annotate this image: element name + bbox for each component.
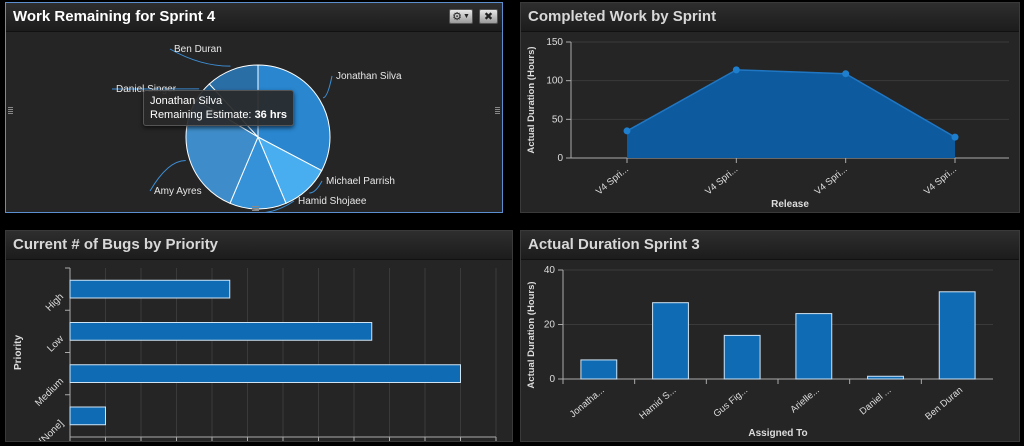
bar <box>69 364 461 383</box>
pie-connector <box>169 48 231 67</box>
panel-header[interactable]: Actual Duration Sprint 3 <box>521 231 1019 260</box>
resize-handle-right[interactable] <box>495 107 500 114</box>
panel-title: Actual Duration Sprint 3 <box>528 236 700 253</box>
bugs-panel[interactable]: Current # of Bugs by Priority 0246810121… <box>5 230 513 442</box>
bar <box>867 375 904 380</box>
y-tick-label: [None] <box>38 418 67 442</box>
area-chart-area: 0 50 100 150 V4 Spri... V4 Spri... V4 Spri... V… <box>521 32 1019 212</box>
pie-connector <box>322 75 333 99</box>
hbar-chart-area: 024681012141618202224HighLowMedium[None]… <box>6 260 512 441</box>
panel-header[interactable]: Current # of Bugs by Priority <box>6 231 512 260</box>
tooltip-name: Jonathan Silva <box>150 95 223 107</box>
y-tick-label: Low <box>45 333 66 354</box>
pie-connector <box>309 180 323 194</box>
bar <box>69 322 373 341</box>
x-tick-label: V4 Spri... <box>922 164 959 198</box>
pie-chart-area: Jonathan Silva Michael Parrish Hamid Shoja… <box>6 32 502 212</box>
panel-header[interactable]: Completed Work by Sprint <box>521 3 1019 32</box>
completed-work-panel[interactable]: Completed Work by Sprint 0 50 100 150 V4 Spr… <box>520 2 1020 213</box>
settings-button[interactable]: ⚙ ▼ <box>449 9 473 24</box>
x-tick-label: Ben Duran <box>923 385 965 423</box>
y-tick-label: 100 <box>546 76 563 87</box>
x-axis-label: Release <box>771 199 809 210</box>
area-fill <box>627 69 955 158</box>
pie-tooltip: Jonathan Silva Remaining Estimate: 36 hr… <box>143 90 294 126</box>
y-tick-label: 150 <box>546 37 563 48</box>
x-tick-label: V4 Spri... <box>594 164 631 198</box>
x-tick-label: Jonatha... <box>568 385 607 420</box>
panel-header[interactable]: Work Remaining for Sprint 4 ⚙ ▼ ✖ <box>6 3 502 32</box>
pie-connector <box>149 159 186 192</box>
y-axis-label: Priority <box>13 335 24 370</box>
resize-handle-bottom[interactable] <box>252 206 259 211</box>
tooltip-label: Remaining Estimate: <box>150 109 252 121</box>
y-tick-label: 20 <box>544 320 556 331</box>
pie-label: Amy Ayres <box>154 186 202 197</box>
data-point <box>951 133 959 141</box>
x-tick-label: V4 Spri... <box>813 164 850 198</box>
pie-label: Hamid Shojaee <box>298 196 367 207</box>
pie-label: Ben Duran <box>174 44 222 55</box>
pie-label: Michael Parrish <box>326 176 395 187</box>
bar <box>938 291 976 380</box>
vbar-chart-area: 0 20 40 Jonatha... Hamid S... Gus Fig... Ariel… <box>521 260 1019 441</box>
bar <box>652 302 689 380</box>
y-tick-label: High <box>44 291 66 313</box>
series-line <box>626 69 956 138</box>
gear-icon: ⚙ <box>452 11 462 23</box>
close-button[interactable]: ✖ <box>479 9 498 24</box>
pie-label: Jonathan Silva <box>336 71 402 82</box>
y-tick-label: 0 <box>557 153 563 164</box>
pie-connector <box>264 200 295 212</box>
x-tick-label: Hamid S... <box>637 385 678 422</box>
x-tick-label: Gus Fig... <box>711 385 750 420</box>
pie-label: Daniel Singer <box>116 84 177 95</box>
y-axis-label: Actual Duration (Hours) <box>526 281 537 388</box>
tooltip-value: 36 hrs <box>254 109 287 121</box>
x-tick-label: V4 Spri... <box>703 164 740 198</box>
panel-title: Current # of Bugs by Priority <box>13 236 219 253</box>
data-point <box>623 127 631 135</box>
x-axis-label: Assigned To <box>748 428 807 439</box>
vbar-chart: 0 20 40 Jonatha... Hamid S... Gus Fig... Ariel… <box>526 265 993 439</box>
panel-title: Work Remaining for Sprint 4 <box>13 8 216 25</box>
work-remaining-panel[interactable]: Work Remaining for Sprint 4 ⚙ ▼ ✖ Jonatha… <box>5 2 503 213</box>
y-tick-label: 40 <box>544 265 556 276</box>
hbar-chart: 024681012141618202224HighLowMedium[None]… <box>13 267 497 442</box>
bar <box>69 406 106 426</box>
x-tick-label: Daniel ... <box>858 385 894 418</box>
area-chart: 0 50 100 150 V4 Spri... V4 Spri... V4 Spri... V… <box>526 37 1009 210</box>
y-tick-label: 50 <box>552 114 564 125</box>
bar <box>69 279 231 299</box>
close-icon: ✖ <box>483 11 494 23</box>
resize-handle-left[interactable] <box>8 107 13 114</box>
bar <box>795 313 833 380</box>
x-tick-label: Arielle... <box>788 385 821 415</box>
panel-title: Completed Work by Sprint <box>528 8 717 25</box>
y-tick-label: Medium <box>33 376 66 409</box>
chevron-down-icon: ▼ <box>462 13 470 20</box>
y-tick-label: 0 <box>549 374 555 385</box>
data-point <box>732 66 740 74</box>
data-point <box>842 70 850 78</box>
bar <box>580 359 618 380</box>
y-axis-label: Actual Duration (Hours) <box>526 46 537 153</box>
bar <box>723 334 761 380</box>
actual-duration-panel[interactable]: Actual Duration Sprint 3 0 20 40 Jonatha...… <box>520 230 1020 442</box>
